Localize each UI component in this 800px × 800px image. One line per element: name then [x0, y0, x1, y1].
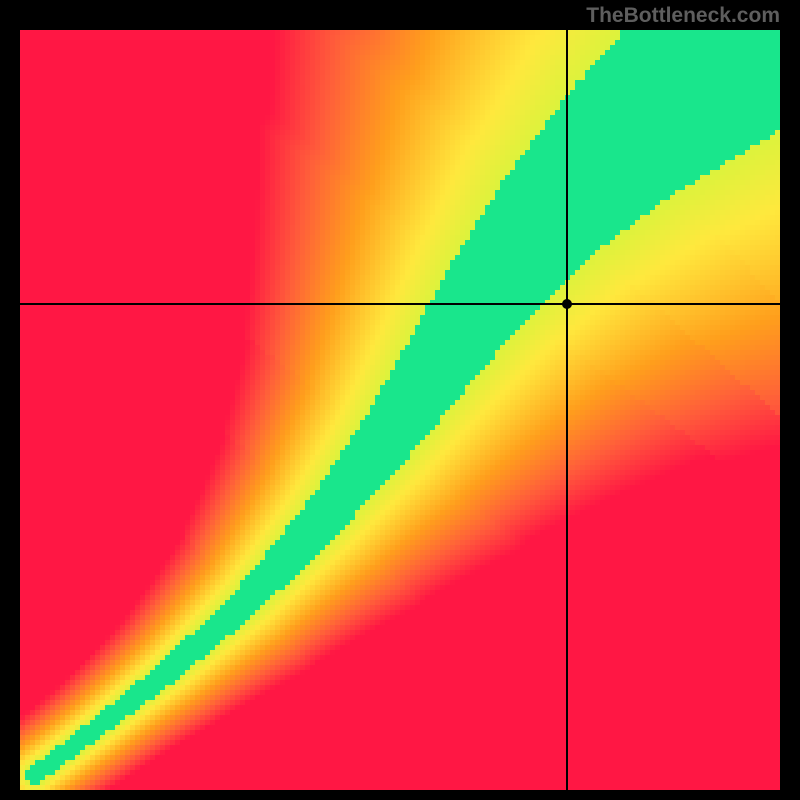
- bottleneck-heatmap: [20, 30, 780, 790]
- watermark-text: TheBottleneck.com: [586, 4, 780, 28]
- crosshair-horizontal: [20, 303, 780, 305]
- crosshair-vertical: [566, 30, 568, 790]
- crosshair-point: [562, 299, 572, 309]
